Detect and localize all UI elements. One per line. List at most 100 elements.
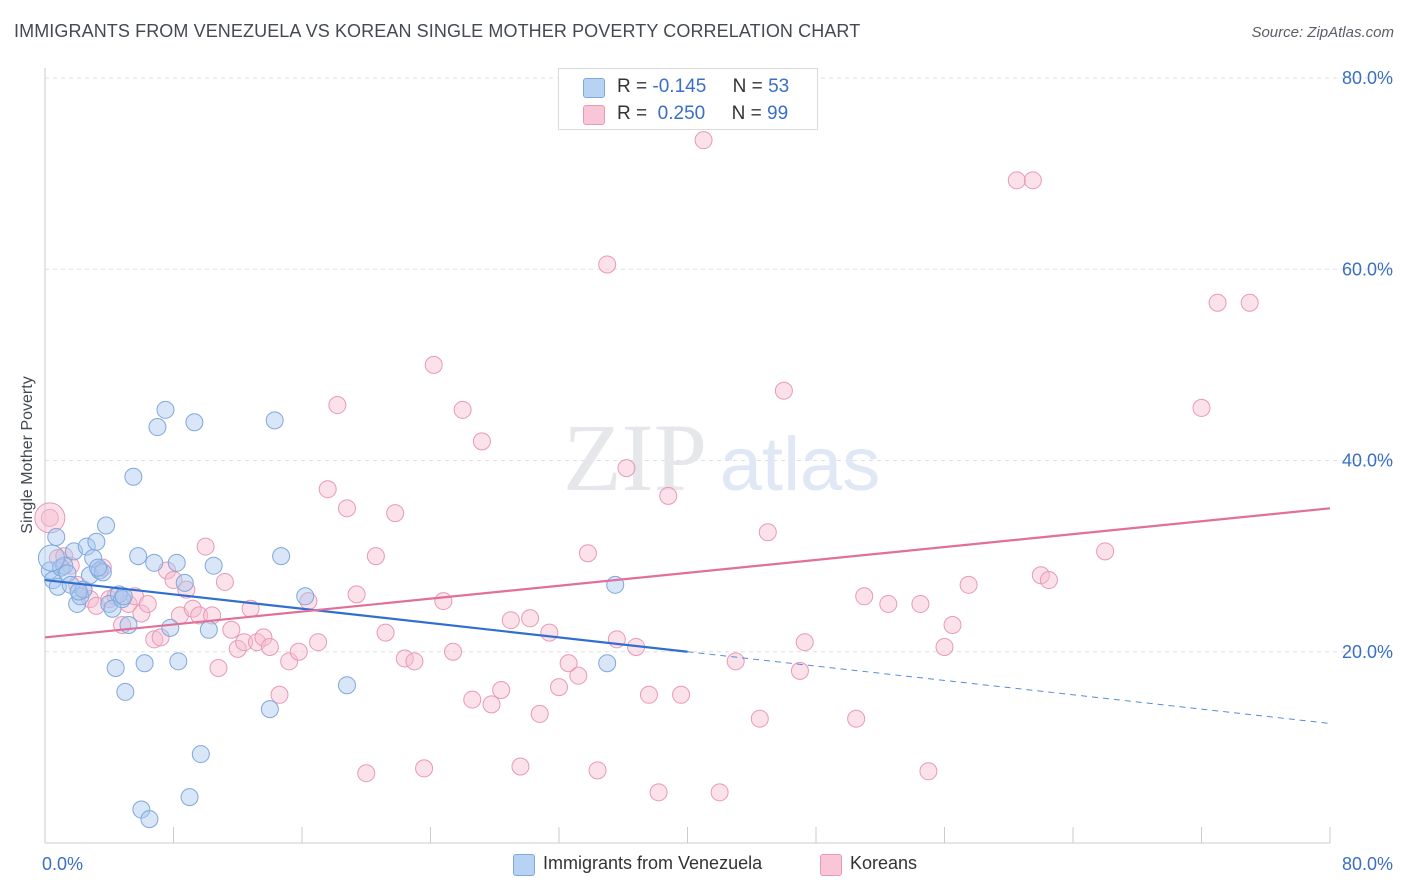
legend-label: Koreans — [850, 853, 918, 873]
data-point — [482, 695, 501, 714]
y-tick-label: 60.0% — [1342, 259, 1393, 279]
data-point — [167, 553, 186, 572]
data-point — [511, 757, 530, 776]
data-point — [309, 633, 328, 652]
data-point — [260, 637, 279, 656]
data-point — [672, 685, 691, 704]
data-point — [209, 659, 228, 678]
watermark-zip: ZIP — [563, 404, 707, 511]
data-point — [598, 654, 617, 673]
correlation-legend: R = -0.145 N = 53 R = 0.250 N = 99 — [558, 68, 818, 130]
r-label: R = — [617, 76, 648, 97]
trend-line-koreans — [44, 507, 1331, 639]
y-tick-label: 20.0% — [1342, 642, 1393, 662]
n-value: 99 — [767, 103, 789, 124]
data-point — [569, 666, 588, 685]
data-point — [90, 561, 109, 580]
data-point — [254, 628, 273, 647]
data-point — [639, 685, 658, 704]
legend-swatch-pink — [820, 854, 842, 876]
data-point — [959, 575, 978, 594]
data-point — [318, 480, 337, 499]
data-point — [40, 508, 59, 527]
data-point — [215, 572, 234, 591]
data-point — [578, 544, 597, 563]
data-point — [405, 652, 424, 671]
data-point — [289, 642, 308, 661]
data-point — [758, 523, 777, 542]
data-point — [97, 516, 116, 535]
data-point — [151, 628, 170, 647]
data-point — [943, 615, 962, 634]
watermark-atlas: atlas — [720, 422, 881, 507]
data-point — [847, 709, 866, 728]
data-point — [272, 547, 291, 566]
data-point — [726, 652, 745, 671]
data-point — [1192, 398, 1211, 417]
series-legend: Immigrants from Venezuela Koreans — [0, 852, 1406, 878]
data-point — [204, 556, 223, 575]
data-point — [156, 400, 175, 419]
data-point — [434, 592, 453, 611]
data-point — [501, 611, 520, 630]
data-point — [185, 413, 204, 432]
data-point — [694, 131, 713, 150]
data-point — [521, 609, 540, 628]
data-point — [280, 652, 299, 671]
data-point — [132, 604, 151, 623]
data-point — [415, 759, 434, 778]
y-tick-label: 40.0% — [1342, 451, 1393, 471]
data-point — [357, 764, 376, 783]
data-point — [116, 682, 135, 701]
data-point — [129, 547, 148, 566]
data-point — [790, 661, 809, 680]
data-point — [177, 580, 196, 599]
n-label: N = — [731, 103, 762, 124]
data-point — [1007, 171, 1026, 190]
data-point — [37, 544, 65, 572]
data-point — [472, 432, 491, 451]
data-point — [180, 788, 199, 807]
data-point — [124, 467, 143, 486]
data-point — [386, 504, 405, 523]
data-point — [161, 618, 180, 637]
r-label: R = — [617, 103, 648, 124]
legend-label: Immigrants from Venezuela — [543, 853, 763, 873]
data-point — [659, 486, 678, 505]
data-point — [617, 459, 636, 478]
data-point — [164, 571, 183, 590]
legend-swatch-blue — [513, 854, 535, 876]
data-point — [649, 783, 668, 802]
r-value: 0.250 — [657, 103, 706, 124]
source-label: Source: ZipAtlas.com — [1251, 24, 1394, 41]
data-point — [935, 637, 954, 656]
data-point — [106, 659, 125, 678]
data-point — [148, 418, 167, 437]
data-point — [34, 502, 66, 534]
data-point — [1240, 293, 1259, 312]
data-point — [598, 255, 617, 274]
data-point — [366, 547, 385, 566]
data-point — [347, 585, 366, 604]
series-koreans-points — [34, 131, 1259, 802]
data-point — [795, 633, 814, 652]
data-point — [135, 654, 154, 673]
data-point — [1023, 171, 1042, 190]
data-point — [879, 594, 898, 613]
watermark: ZIP atlas — [563, 404, 880, 511]
data-point — [183, 599, 202, 618]
data-point — [87, 532, 106, 551]
x-tick-label: 80.0% — [1342, 854, 1393, 874]
trend-line-venezuela — [44, 578, 688, 653]
legend-swatch-pink — [583, 105, 605, 125]
data-point — [710, 783, 729, 802]
data-point — [222, 620, 241, 639]
data-point — [774, 381, 793, 400]
data-point — [1096, 542, 1115, 561]
grid-lines — [45, 77, 1392, 653]
data-point — [328, 396, 347, 415]
data-point — [750, 709, 769, 728]
trend-lines — [44, 507, 1331, 724]
data-point — [138, 594, 157, 613]
data-point — [919, 762, 938, 781]
